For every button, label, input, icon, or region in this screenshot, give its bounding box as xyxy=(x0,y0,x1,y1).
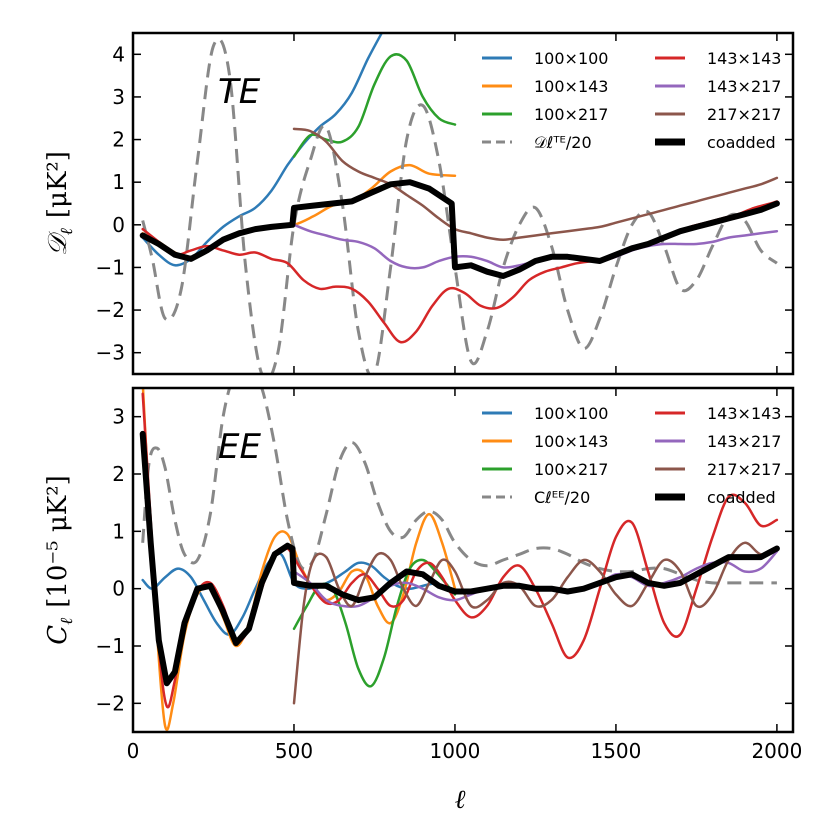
panel-label: EE xyxy=(218,427,261,467)
x-tick-label: 1500 xyxy=(590,739,641,763)
y-tick-label: 3 xyxy=(112,85,125,109)
panel-label: TE xyxy=(218,72,261,112)
x-tick-label: 2000 xyxy=(751,739,802,763)
y-tick-label: −2 xyxy=(96,298,125,322)
y-tick-label: 3 xyxy=(112,405,125,429)
x-axis-label: ℓ xyxy=(455,785,466,815)
y-axis-label: Cℓ[10⁻⁵ μK²] xyxy=(43,475,77,645)
y-tick-label: 2 xyxy=(112,462,125,486)
legend-label: 217×217 xyxy=(707,105,781,124)
legend-label: 100×100 xyxy=(534,404,608,423)
legend-label: 143×143 xyxy=(707,49,781,68)
y-tick-label: 0 xyxy=(112,213,125,237)
y-tick-label: 0 xyxy=(112,577,125,601)
legend-label: 100×217 xyxy=(534,105,608,124)
series-lines xyxy=(139,33,780,374)
legend-label: 𝒟ℓᵀᴱ/20 xyxy=(534,133,592,152)
plot-frame xyxy=(131,31,795,376)
series-line-143x143 xyxy=(141,200,779,344)
legend-label: 143×143 xyxy=(707,404,781,423)
legend-label: Cℓᴱᴱ/20 xyxy=(534,488,590,507)
legend-label: coadded xyxy=(707,133,776,152)
legend-label: 143×217 xyxy=(707,432,781,451)
legend: 100×100 143×143 100×143 143×217 100×217 217×2… xyxy=(482,404,781,507)
y-tick-label: 1 xyxy=(112,170,125,194)
legend-label: 143×217 xyxy=(707,77,781,96)
legend-label: 100×100 xyxy=(534,49,608,68)
series-line-100x100 xyxy=(141,33,384,267)
y-tick-label: 1 xyxy=(112,519,125,543)
series-line-100x217 xyxy=(292,53,457,158)
series-line-coadded xyxy=(139,179,780,279)
x-tick-label: 0 xyxy=(127,739,140,763)
ee-panel: −2 −1 0 1 2 3 0 500 1000 1500 2000 EE Cℓ[10⁻⁵ μK²] 10… xyxy=(43,386,802,763)
series-line-cee-20 xyxy=(141,388,777,585)
x-tick-label: 500 xyxy=(275,739,313,763)
legend-label: 217×217 xyxy=(707,460,781,479)
y-tick-label: −2 xyxy=(96,691,125,715)
x-tick-label: 1000 xyxy=(429,739,480,763)
series-lines xyxy=(139,388,780,731)
y-axis-label: 𝒟ℓ[μK²] xyxy=(43,151,77,256)
legend: 100×100 143×143 100×143 143×217 100×217 217×2… xyxy=(482,49,781,152)
te-panel: −3 −2 −1 0 1 2 3 4 TE 𝒟ℓ[μK²] 100×100 143×143 100×14… xyxy=(43,31,795,376)
y-tick-label: −1 xyxy=(96,634,125,658)
series-line-100x100 xyxy=(141,552,437,636)
y-tick-label: −1 xyxy=(96,255,125,279)
y-tick-label: 4 xyxy=(112,42,125,66)
legend-label: 100×143 xyxy=(534,77,608,96)
legend-label: 100×217 xyxy=(534,460,608,479)
plot-frame xyxy=(131,386,795,734)
legend-label: coadded xyxy=(707,488,776,507)
y-tick-label: 2 xyxy=(112,128,125,152)
series-line-100x143 xyxy=(141,388,457,731)
legend-label: 100×143 xyxy=(534,432,608,451)
series-line-coadded xyxy=(139,430,780,687)
series-line-dte-20 xyxy=(141,37,778,374)
y-tick-label: −3 xyxy=(96,341,125,365)
series-line-100x143 xyxy=(141,163,457,261)
series-line-217x217 xyxy=(292,127,779,241)
